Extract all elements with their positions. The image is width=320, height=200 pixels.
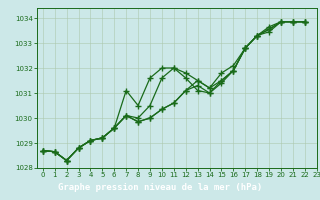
Text: Graphe pression niveau de la mer (hPa): Graphe pression niveau de la mer (hPa) bbox=[58, 183, 262, 192]
